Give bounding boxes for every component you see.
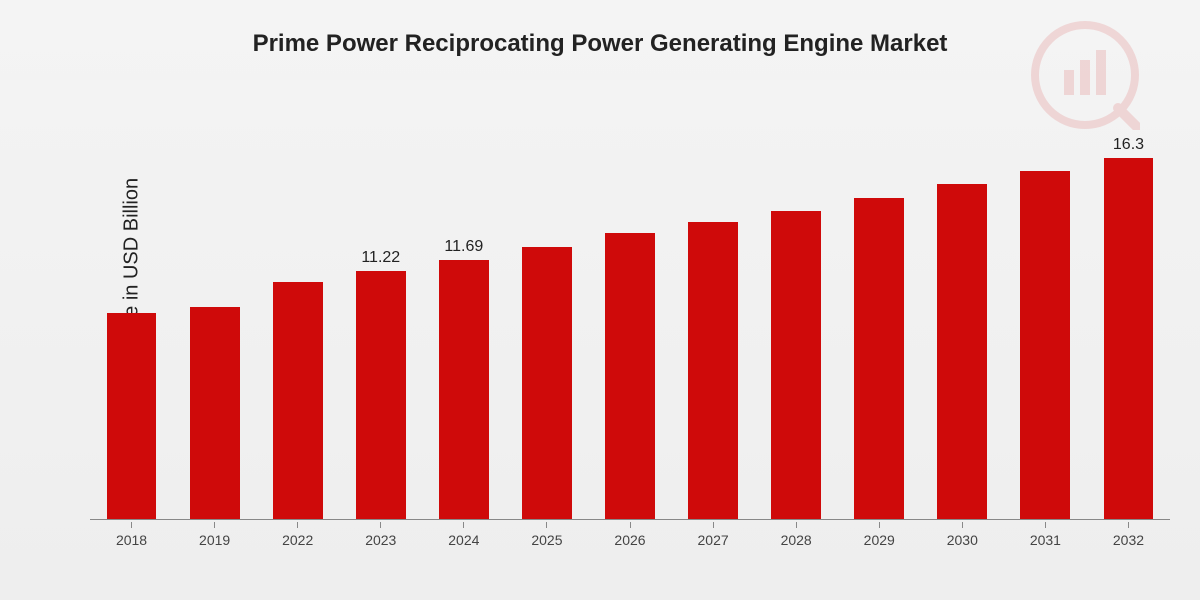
tick-mark: [630, 522, 631, 528]
bar: [605, 233, 655, 520]
x-tick: 2030: [921, 522, 1004, 548]
x-tick: 2029: [838, 522, 921, 548]
bar-slot: [1004, 171, 1087, 520]
bar-value-label: 11.22: [361, 249, 400, 267]
bar: [771, 211, 821, 520]
tick-mark: [962, 522, 963, 528]
bar-value-label: 16.3: [1113, 136, 1144, 154]
tick-mark: [463, 522, 464, 528]
tick-mark: [380, 522, 381, 528]
bar-slot: [90, 313, 173, 520]
x-axis-year-label: 2030: [947, 532, 978, 548]
x-axis-year-label: 2028: [781, 532, 812, 548]
tick-mark: [796, 522, 797, 528]
x-axis-year-label: 2032: [1113, 532, 1144, 548]
bar: 11.69: [439, 260, 489, 520]
bar-container: 11.22 11.69 16.3: [90, 120, 1170, 520]
x-axis-year-label: 2019: [199, 532, 230, 548]
bar-slot: [588, 233, 671, 520]
x-tick: 2028: [755, 522, 838, 548]
x-tick: 2025: [505, 522, 588, 548]
bar-slot: [256, 282, 339, 520]
tick-mark: [297, 522, 298, 528]
x-axis-year-label: 2022: [282, 532, 313, 548]
tick-mark: [1128, 522, 1129, 528]
x-axis-labels: 2018 2019 2022 2023 2024 2025 2026 2027 2028 2029…: [90, 522, 1170, 548]
x-axis-line: [90, 519, 1170, 520]
bar-value-label: 11.69: [444, 238, 483, 256]
x-tick: 2032: [1087, 522, 1170, 548]
x-tick: 2027: [672, 522, 755, 548]
tick-mark: [214, 522, 215, 528]
x-axis-year-label: 2025: [531, 532, 562, 548]
x-tick: 2022: [256, 522, 339, 548]
bar-slot: [838, 198, 921, 520]
tick-mark: [131, 522, 132, 528]
tick-mark: [1045, 522, 1046, 528]
bar-slot: [755, 211, 838, 520]
x-tick: 2026: [588, 522, 671, 548]
x-axis-year-label: 2027: [698, 532, 729, 548]
bar: [937, 184, 987, 520]
bar-slot: [672, 222, 755, 520]
bar-slot: 11.22: [339, 271, 422, 520]
tick-mark: [713, 522, 714, 528]
chart-title: Prime Power Reciprocating Power Generati…: [0, 30, 1200, 58]
x-axis-year-label: 2023: [365, 532, 396, 548]
tick-mark: [546, 522, 547, 528]
bar-slot: [173, 307, 256, 520]
bar: [1020, 171, 1070, 520]
bar-slot: 11.69: [422, 260, 505, 520]
x-axis-year-label: 2026: [614, 532, 645, 548]
bar: [190, 307, 240, 520]
x-axis-year-label: 2031: [1030, 532, 1061, 548]
x-tick: 2031: [1004, 522, 1087, 548]
x-tick: 2019: [173, 522, 256, 548]
bar-slot: 16.3: [1087, 158, 1170, 520]
bar: 16.3: [1104, 158, 1154, 520]
chart-plot-area: 11.22 11.69 16.3: [90, 120, 1170, 520]
x-axis-year-label: 2018: [116, 532, 147, 548]
bar: [522, 247, 572, 520]
x-tick: 2024: [422, 522, 505, 548]
bar: [854, 198, 904, 520]
bar: [107, 313, 157, 520]
x-axis-year-label: 2024: [448, 532, 479, 548]
x-tick: 2023: [339, 522, 422, 548]
tick-mark: [879, 522, 880, 528]
bar: [688, 222, 738, 520]
bar: 11.22: [356, 271, 406, 520]
bar: [273, 282, 323, 520]
x-axis-year-label: 2029: [864, 532, 895, 548]
bar-slot: [505, 247, 588, 520]
x-tick: 2018: [90, 522, 173, 548]
bar-slot: [921, 184, 1004, 520]
